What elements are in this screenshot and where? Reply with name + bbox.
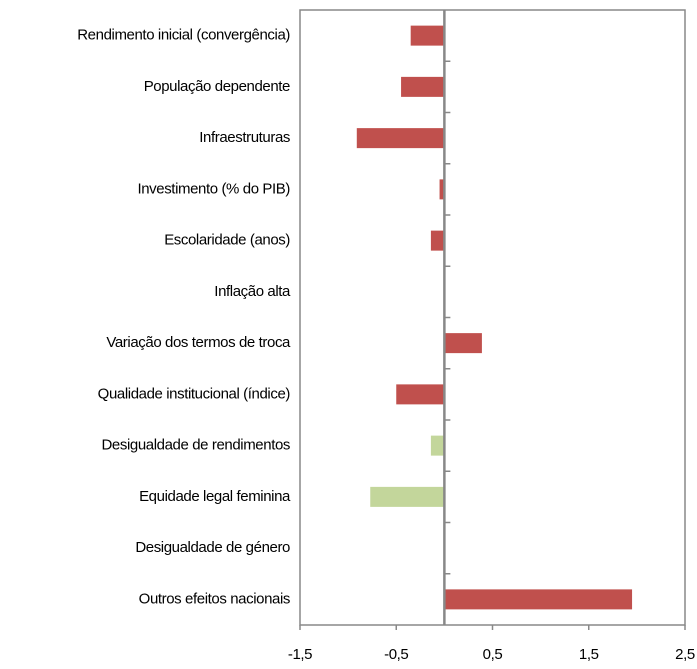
bar	[370, 486, 445, 507]
bar	[430, 230, 445, 251]
y-tick-label: Rendimento inicial (convergência)	[77, 27, 290, 44]
y-tick-label: Equidade legal feminina	[139, 488, 291, 505]
y-tick-label: Investimento (% do PIB)	[137, 180, 290, 197]
bar	[356, 128, 445, 149]
x-tick-label: 1,5	[579, 646, 599, 663]
y-tick-label: Escolaridade (anos)	[164, 232, 290, 249]
bar	[430, 435, 445, 456]
y-tick-label: Variação dos termos de troca	[106, 334, 291, 351]
y-tick-label: Outros efeitos nacionais	[139, 590, 290, 607]
y-tick-label: Qualidade institucional (índice)	[98, 385, 291, 402]
y-tick-label: Desigualdade de rendimentos	[102, 437, 291, 454]
y-tick-label: População dependente	[144, 78, 290, 95]
y-tick-label: Infraestruturas	[199, 129, 290, 146]
x-tick-label: -1,5	[288, 646, 312, 663]
bar	[410, 25, 445, 46]
bar	[444, 589, 633, 610]
y-tick-label: Inflação alta	[214, 283, 291, 300]
bar	[401, 76, 445, 97]
plot-frame	[299, 9, 686, 626]
bar	[439, 179, 445, 200]
bar	[396, 384, 445, 405]
bar	[444, 333, 482, 354]
y-tick-label: Desigualdade de género	[135, 539, 290, 556]
x-tick-label: 0,5	[483, 646, 503, 663]
x-tick-label: -0,5	[384, 646, 408, 663]
x-tick-label: 2,5	[675, 646, 695, 663]
